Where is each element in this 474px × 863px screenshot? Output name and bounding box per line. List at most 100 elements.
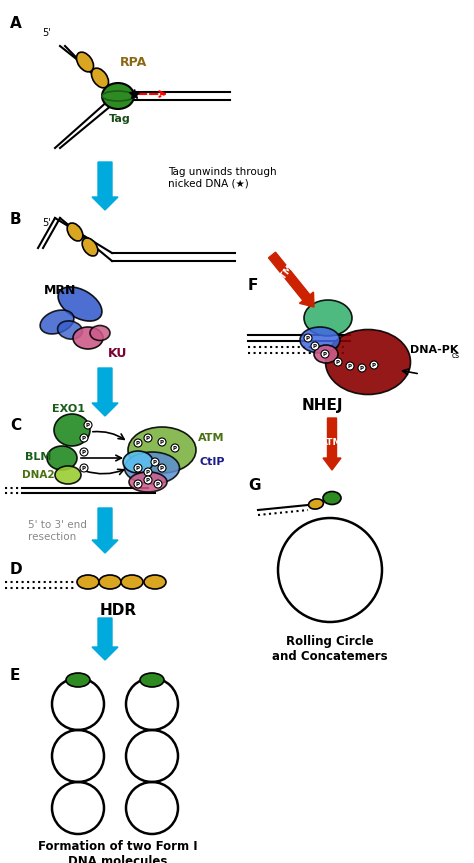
Ellipse shape — [326, 330, 410, 394]
Text: P: P — [306, 336, 310, 341]
Circle shape — [151, 458, 159, 466]
Ellipse shape — [47, 446, 77, 470]
Circle shape — [370, 361, 378, 369]
Ellipse shape — [323, 492, 341, 505]
Circle shape — [84, 421, 92, 429]
Circle shape — [334, 358, 342, 366]
Text: DNA2: DNA2 — [22, 470, 55, 480]
Text: A: A — [10, 16, 22, 31]
Circle shape — [134, 480, 142, 488]
Ellipse shape — [128, 427, 196, 473]
Text: E: E — [10, 668, 20, 683]
Ellipse shape — [129, 472, 167, 492]
FancyArrow shape — [92, 508, 118, 553]
Text: P: P — [146, 436, 150, 440]
Ellipse shape — [77, 575, 99, 589]
Circle shape — [304, 334, 312, 342]
Circle shape — [80, 464, 88, 472]
Text: P: P — [323, 351, 327, 356]
Text: NHEJ: NHEJ — [301, 398, 343, 413]
FancyArrow shape — [268, 252, 314, 307]
Ellipse shape — [66, 673, 90, 687]
Text: P: P — [173, 445, 177, 450]
Ellipse shape — [82, 238, 98, 256]
Circle shape — [358, 364, 366, 372]
Ellipse shape — [123, 451, 153, 473]
Ellipse shape — [90, 325, 110, 341]
Ellipse shape — [102, 91, 134, 101]
FancyArrow shape — [323, 418, 341, 470]
Circle shape — [80, 434, 88, 442]
Text: D: D — [10, 562, 23, 577]
Text: ATM: ATM — [198, 433, 225, 443]
Text: P: P — [82, 465, 86, 470]
Text: P: P — [82, 436, 86, 440]
Text: P: P — [153, 459, 157, 464]
Ellipse shape — [58, 287, 102, 321]
Text: P: P — [160, 439, 164, 444]
Ellipse shape — [67, 223, 83, 241]
Text: P: P — [82, 450, 86, 455]
Text: P: P — [136, 440, 140, 445]
Ellipse shape — [144, 575, 166, 589]
Ellipse shape — [76, 52, 93, 72]
Ellipse shape — [300, 327, 340, 353]
Ellipse shape — [73, 327, 103, 349]
Ellipse shape — [102, 83, 134, 109]
Ellipse shape — [140, 673, 164, 687]
Circle shape — [80, 448, 88, 456]
FancyArrow shape — [92, 162, 118, 210]
Ellipse shape — [309, 499, 323, 509]
Text: P: P — [86, 423, 90, 427]
Text: P: P — [136, 465, 140, 470]
Circle shape — [171, 444, 179, 452]
Ellipse shape — [40, 310, 74, 334]
Text: 5': 5' — [42, 218, 51, 228]
Circle shape — [144, 434, 152, 442]
FancyArrow shape — [92, 618, 118, 660]
Text: RPA: RPA — [120, 55, 147, 68]
Text: P: P — [360, 366, 364, 370]
Circle shape — [346, 362, 354, 370]
Text: Tag unwinds through
nicked DNA (★): Tag unwinds through nicked DNA (★) — [168, 167, 277, 189]
Text: EXO1: EXO1 — [52, 404, 85, 414]
Text: P: P — [348, 363, 352, 369]
Text: P: P — [372, 362, 376, 368]
Ellipse shape — [58, 321, 82, 339]
Ellipse shape — [55, 466, 81, 484]
Circle shape — [321, 350, 329, 358]
Text: DNA-PK: DNA-PK — [410, 345, 458, 355]
FancyArrow shape — [92, 368, 118, 416]
Circle shape — [154, 480, 162, 488]
Text: 5': 5' — [42, 28, 51, 38]
Ellipse shape — [54, 414, 90, 446]
Text: P: P — [313, 343, 317, 349]
Ellipse shape — [121, 575, 143, 589]
Circle shape — [158, 438, 166, 446]
Text: Tag: Tag — [109, 114, 131, 124]
Text: ATM: ATM — [276, 262, 296, 286]
Ellipse shape — [91, 68, 109, 88]
Text: cs: cs — [452, 350, 460, 360]
Text: G: G — [248, 478, 261, 493]
Text: C: C — [10, 418, 21, 433]
Text: HDR: HDR — [100, 603, 137, 618]
Circle shape — [134, 464, 142, 472]
Circle shape — [134, 439, 142, 447]
Text: Rolling Circle
and Concatemers: Rolling Circle and Concatemers — [272, 635, 388, 663]
Text: KU: KU — [108, 347, 128, 360]
Text: B: B — [10, 212, 22, 227]
Text: F: F — [248, 278, 258, 293]
Text: P: P — [146, 469, 150, 475]
Ellipse shape — [99, 575, 121, 589]
Circle shape — [144, 468, 152, 476]
Text: CtIP: CtIP — [200, 457, 226, 467]
Circle shape — [311, 342, 319, 350]
Circle shape — [144, 476, 152, 484]
Text: P: P — [156, 482, 160, 487]
Text: P: P — [146, 477, 150, 482]
Text: MRN: MRN — [44, 284, 76, 297]
Text: ATM: ATM — [321, 438, 343, 446]
Text: 5' to 3' end
resection: 5' to 3' end resection — [28, 520, 87, 542]
Circle shape — [158, 464, 166, 472]
